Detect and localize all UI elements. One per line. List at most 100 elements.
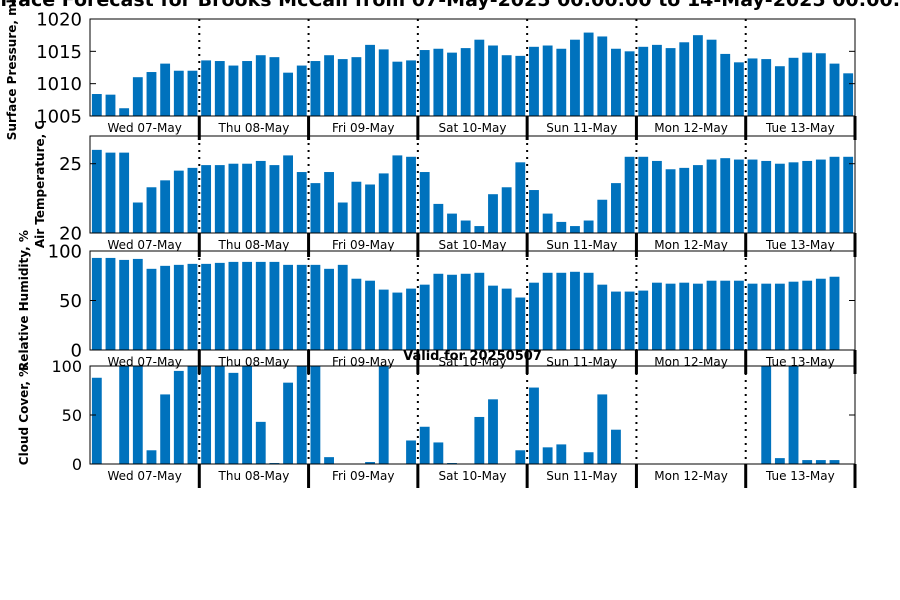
bar [474, 39, 485, 116]
bar [419, 50, 430, 116]
bar [515, 162, 526, 233]
bar [419, 172, 430, 233]
bar [242, 61, 253, 116]
bar [201, 366, 212, 464]
bar [296, 264, 307, 350]
bar [160, 180, 171, 233]
bar [324, 457, 334, 464]
bar [351, 181, 362, 233]
bar [515, 55, 526, 116]
y-tick-label: 50 [59, 291, 82, 312]
bar [597, 284, 608, 350]
y-tick-label: 0 [72, 455, 82, 474]
bar [160, 63, 171, 116]
bar [119, 152, 130, 233]
bar [624, 156, 635, 233]
y-axis-label: Cloud Cover, % [17, 365, 31, 465]
bar [146, 187, 157, 233]
chart-panel-1: 1005 1010 1015 1020 Wed 07-May Thu 08-May Fri … [5, 0, 857, 140]
bar [201, 165, 212, 233]
y-tick-label: 20 [59, 223, 82, 244]
bar [187, 167, 198, 233]
chart-panel-2: 20 25 Wed 07-May Thu 08-May Fri 09-May Sat 10… [33, 121, 857, 257]
bar [611, 183, 621, 233]
bar [460, 48, 471, 116]
bar [433, 48, 444, 116]
bar [433, 203, 444, 233]
bar [692, 283, 703, 350]
bar [542, 272, 553, 350]
bar [665, 48, 676, 116]
bar [296, 65, 307, 116]
bar [733, 280, 744, 350]
bar [406, 440, 416, 464]
bar [447, 213, 457, 233]
chart-panel-4: 0 50 100 Wed 07-May Thu 08-May Fri 09-May Sat … [17, 349, 857, 488]
bar [583, 220, 594, 233]
bar [419, 426, 430, 464]
bar [529, 46, 539, 117]
bar [788, 57, 799, 116]
bar [501, 288, 512, 350]
bar [187, 263, 198, 350]
x-day-label: Thu 08-May [218, 121, 290, 135]
y-tick-label: 1005 [36, 106, 82, 127]
bar [91, 377, 102, 464]
bar [638, 156, 649, 233]
bar [173, 370, 184, 464]
bar [296, 172, 307, 233]
bar [652, 160, 662, 233]
bar [706, 39, 717, 116]
bar [583, 452, 594, 464]
x-day-label: Fri 09-May [332, 121, 395, 135]
bar [529, 387, 539, 464]
y-tick-label: 1020 [36, 9, 82, 30]
bar [802, 460, 813, 464]
bar [583, 32, 594, 116]
bar [91, 257, 102, 350]
bar [815, 278, 826, 350]
y-tick-label: 25 [59, 154, 82, 175]
bar [132, 202, 143, 233]
bar [296, 366, 307, 464]
bar [624, 291, 635, 350]
panels: 1005 1010 1015 1020 Wed 07-May Thu 08-May Fri … [5, 0, 857, 488]
bar [488, 45, 498, 117]
bar [173, 264, 184, 350]
bar [310, 366, 321, 464]
x-day-label: Tue 13-May [765, 121, 835, 135]
bar [201, 263, 212, 350]
bar [829, 276, 840, 350]
y-tick-label: 100 [51, 357, 82, 376]
bar [542, 213, 553, 233]
bar [337, 202, 348, 233]
bar [378, 366, 389, 464]
bar [460, 273, 471, 350]
bar [365, 462, 375, 464]
panel-title: Valid for 20250507 [403, 349, 542, 364]
bar [788, 162, 799, 233]
x-day-label: Sun 11-May [546, 121, 617, 135]
y-axis-label: Relative Humidity, % [17, 230, 31, 371]
bar [761, 160, 772, 233]
bar [187, 70, 198, 116]
bar [228, 261, 239, 350]
x-day-label: Sun 11-May [546, 238, 617, 252]
bar [501, 55, 512, 116]
bar [214, 262, 225, 350]
bar [815, 460, 826, 464]
bar [214, 61, 225, 116]
bar [392, 292, 403, 350]
bar [665, 283, 676, 350]
bar [720, 158, 731, 233]
bar [419, 284, 430, 350]
bar [720, 53, 731, 116]
y-axis-label: Air Temperature, C [33, 121, 47, 249]
bar [351, 57, 362, 116]
bar [447, 52, 457, 116]
bar [433, 442, 444, 464]
bar [515, 297, 526, 350]
bar [542, 447, 553, 464]
bar [242, 366, 253, 464]
y-tick-label: 1010 [36, 74, 82, 95]
